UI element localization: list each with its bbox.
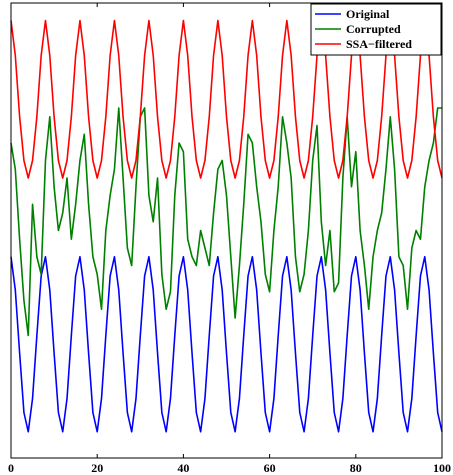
series-line-2 xyxy=(10,19,443,179)
x-axis: 0 20 40 60 80 100 xyxy=(8,3,451,475)
x-tick-label: 20 xyxy=(91,461,103,475)
x-tick-label: 100 xyxy=(433,461,451,475)
series-line-0 xyxy=(10,255,443,433)
plot-frame xyxy=(10,2,443,459)
legend-label: SSA−filtered xyxy=(346,37,412,51)
x-tick-label: 40 xyxy=(177,461,189,475)
x-tick-label: 0 xyxy=(8,461,14,475)
series-line-1 xyxy=(10,107,442,337)
legend-label: Original xyxy=(346,7,390,21)
x-tick-label: 80 xyxy=(350,461,362,475)
x-tick-label: 60 xyxy=(264,461,276,475)
legend-label: Corrupted xyxy=(346,22,401,36)
series-layer xyxy=(10,19,443,433)
